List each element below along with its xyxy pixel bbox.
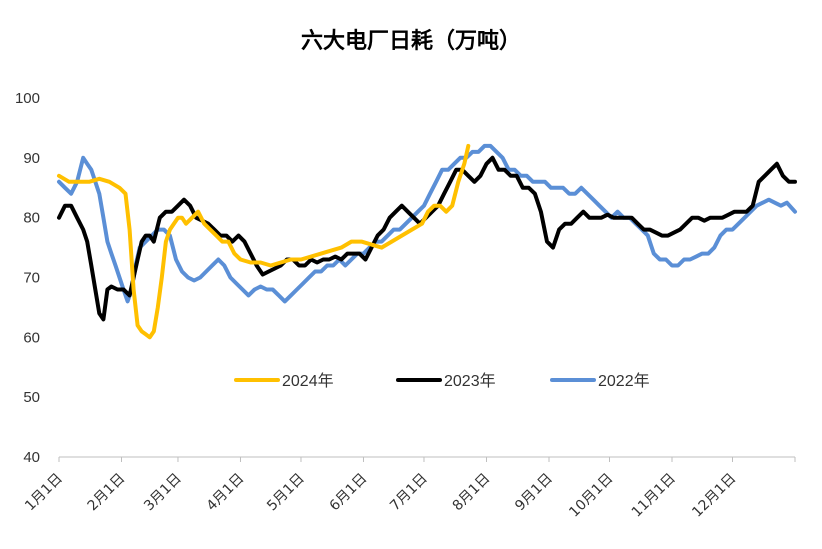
x-tick-label: 8月1日 xyxy=(450,471,494,515)
y-tick-label: 70 xyxy=(23,270,40,287)
x-tick-label: 7月1日 xyxy=(387,471,431,515)
legend: 2024年 2023年 2022年 xyxy=(234,372,650,390)
y-tick-label: 100 xyxy=(15,90,40,107)
x-tick-label: 5月1日 xyxy=(264,471,308,515)
x-tick-label: 2月1日 xyxy=(85,471,129,515)
x-tick-label: 11月1日 xyxy=(629,471,679,521)
x-tick-label: 1月1日 xyxy=(22,471,66,515)
x-tick-label: 9月1日 xyxy=(512,471,556,515)
plot-area xyxy=(57,143,797,340)
y-tick-label: 90 xyxy=(23,150,40,167)
series-line-2024年 xyxy=(57,143,471,340)
x-tick-label: 10月1日 xyxy=(566,471,616,521)
chart-title: 六大电厂日耗（万吨） xyxy=(301,28,521,54)
y-tick-label: 60 xyxy=(23,329,40,346)
y-tick-label: 80 xyxy=(23,210,40,227)
legend-label: 2023年 xyxy=(444,372,496,390)
y-tick-label: 40 xyxy=(23,449,40,466)
legend-label: 2024年 xyxy=(282,372,334,390)
x-tick-label: 6月1日 xyxy=(327,471,371,515)
legend-label: 2022年 xyxy=(598,372,650,390)
x-tick-label: 12月1日 xyxy=(689,471,739,521)
series-line-2023年 xyxy=(57,155,797,322)
y-axis: 40 50 60 70 80 90 100 xyxy=(15,90,40,466)
y-tick-label: 50 xyxy=(23,389,40,406)
x-tick-label: 4月1日 xyxy=(204,471,248,515)
x-tick-label: 3月1日 xyxy=(141,471,185,515)
x-axis: 1月1日 2月1日 3月1日 4月1日 5月1日 6月1日 7月1日 8月1日 9月1日 10月1… xyxy=(22,456,796,521)
